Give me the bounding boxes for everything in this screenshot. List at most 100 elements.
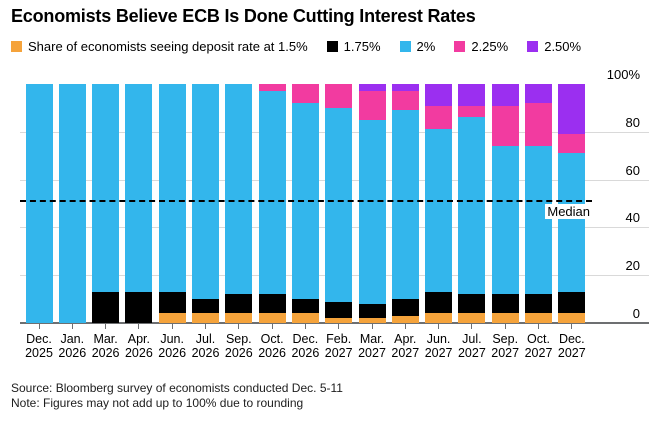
x-axis-label: Apr. 2026 — [124, 332, 153, 360]
bar-segment — [558, 134, 586, 154]
bar-segment — [192, 299, 219, 314]
legend-item-0: Share of economists seeing deposit rate … — [11, 39, 308, 54]
bar-segment — [125, 84, 153, 292]
legend-swatch-icon — [454, 41, 466, 52]
bar-jul-2026 — [192, 84, 219, 323]
y-axis-label-40: 40 — [625, 210, 640, 226]
bar-dec-2027 — [558, 84, 586, 323]
x-axis-label: Jan. 2026 — [58, 332, 87, 360]
bar-segment — [258, 84, 286, 92]
bar-apr-2026 — [125, 84, 153, 323]
bar-segment — [558, 84, 586, 135]
bar-dec-2026 — [291, 84, 319, 323]
bar-segment — [525, 294, 552, 314]
bar-segment — [391, 84, 419, 92]
x-axis-tick — [304, 324, 306, 329]
bar-segment — [491, 146, 519, 295]
bar-sep-2027 — [491, 84, 519, 323]
legend-item-3: 2.25% — [454, 39, 508, 54]
bar-segment — [291, 313, 319, 323]
bar-sep-2026 — [225, 84, 253, 323]
legend-item-4: 2.50% — [527, 39, 581, 54]
source-note: Source: Bloomberg survey of economists c… — [11, 381, 343, 395]
x-axis-label: Mar. 2027 — [358, 332, 386, 360]
bar-jul-2027 — [458, 84, 486, 323]
x-axis-tick — [338, 324, 340, 329]
x-axis-label: Jul. 2027 — [457, 332, 486, 360]
bar-jun-2026 — [158, 84, 186, 323]
bar-segment — [25, 84, 53, 323]
x-axis-tick — [71, 324, 73, 329]
y-axis-label-80: 80 — [625, 114, 640, 130]
x-axis-tick — [238, 324, 240, 329]
x-axis-tick — [571, 324, 573, 329]
bar-segment — [458, 105, 486, 118]
bar-segment — [525, 84, 552, 104]
x-axis-tick — [471, 324, 473, 329]
x-axis-label: Dec. 2027 — [557, 332, 586, 360]
x-axis-label: Apr. 2027 — [391, 332, 420, 360]
x-axis-tick — [138, 324, 140, 329]
bar-mar-2027 — [358, 84, 386, 323]
bar-segment — [491, 84, 519, 106]
x-axis-baseline — [20, 322, 649, 324]
bar-segment — [525, 146, 552, 295]
bar-segment — [525, 313, 552, 323]
legend-swatch-icon — [11, 41, 22, 52]
bar-segment — [358, 91, 386, 120]
bar-segment — [92, 291, 120, 323]
legend-swatch-icon — [399, 41, 411, 52]
bar-segment — [558, 313, 586, 323]
bar-segment — [225, 313, 253, 323]
bar-segment — [325, 301, 353, 319]
bar-segment — [192, 84, 219, 300]
legend-swatch-icon — [326, 41, 338, 52]
x-axis-label: Oct. 2027 — [524, 332, 553, 360]
bar-segment — [92, 84, 120, 292]
bar-apr-2027 — [391, 84, 419, 323]
bar-segment — [358, 84, 386, 92]
bar-segment — [391, 110, 419, 300]
x-axis-label: Mar. 2026 — [91, 332, 120, 360]
legend-swatch-icon — [527, 41, 539, 52]
bar-segment — [125, 291, 153, 323]
median-label: Median — [545, 204, 592, 220]
y-axis-label-0: 0 — [632, 306, 640, 321]
bar-segment — [358, 303, 386, 319]
bar-segment — [391, 91, 419, 111]
bar-segment — [291, 84, 319, 104]
y-axis-label-60: 60 — [625, 162, 640, 178]
x-axis-tick — [538, 324, 539, 329]
bar-segment — [325, 107, 353, 302]
bar-jun-2027 — [425, 84, 453, 323]
bar-segment — [258, 313, 286, 323]
x-axis-label: Sep. 2027 — [491, 332, 520, 360]
bar-segment — [158, 313, 186, 323]
x-axis-label: Jul. 2026 — [191, 332, 220, 360]
x-axis-tick — [271, 324, 273, 329]
bar-segment — [425, 84, 453, 106]
legend: Share of economists seeing deposit rate … — [11, 39, 581, 54]
bar-segment — [358, 318, 386, 323]
x-axis-label: Dec. 2026 — [291, 332, 320, 360]
x-axis-label: Jun. 2027 — [424, 332, 453, 360]
bar-segment — [425, 313, 453, 323]
x-axis-tick — [504, 324, 506, 329]
bar-segment — [391, 315, 419, 323]
bar-segment — [425, 105, 453, 130]
legend-label: Share of economists seeing deposit rate … — [28, 39, 308, 54]
bar-segment — [325, 318, 353, 323]
legend-item-2: 2% — [399, 39, 435, 54]
bar-mar-2026 — [92, 84, 120, 323]
bar-segment — [425, 129, 453, 292]
bar-segment — [458, 84, 486, 106]
bar-segment — [491, 313, 519, 323]
bar-segment — [192, 313, 219, 323]
bar-segment — [425, 291, 453, 314]
bar-segment — [158, 84, 186, 292]
bar-jan-2026 — [58, 84, 86, 323]
legend-item-1: 1.75% — [326, 39, 381, 54]
footer: Source: Bloomberg survey of economists c… — [11, 381, 343, 411]
bar-segment — [358, 119, 386, 304]
x-axis-tick — [38, 324, 40, 329]
